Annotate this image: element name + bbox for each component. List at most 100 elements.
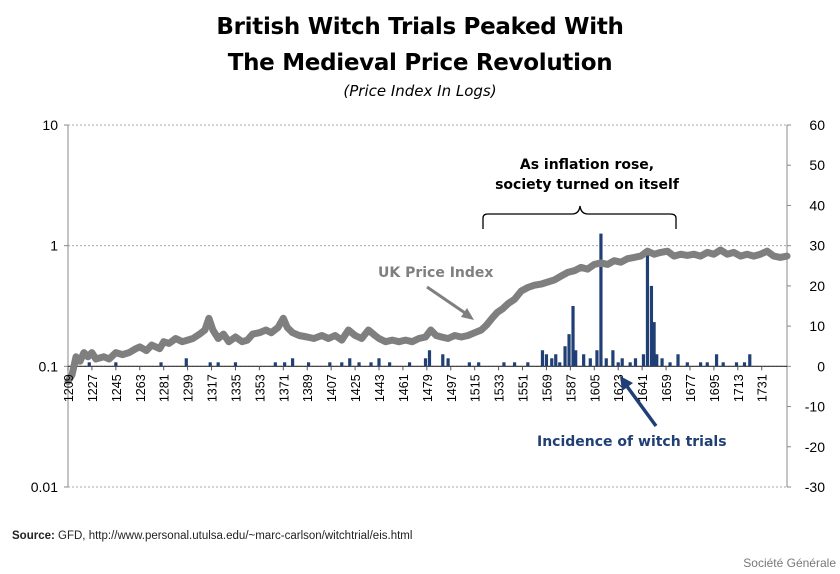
witch-trial-bar xyxy=(571,306,575,367)
witch-trial-bar xyxy=(604,358,608,367)
witch-trial-bar xyxy=(540,350,545,367)
witch-trial-bar xyxy=(599,233,603,367)
x-tick-label: 1317 xyxy=(206,374,220,402)
right-tick-label: 60 xyxy=(809,117,825,133)
witch-trial-bar xyxy=(574,350,578,367)
price-arrow-head xyxy=(461,308,474,320)
witch-trial-bar xyxy=(233,362,238,367)
x-tick-label: 1443 xyxy=(373,374,387,402)
right-tick-label: -10 xyxy=(805,399,825,415)
witch-trial-bar xyxy=(502,362,506,367)
era-bracket xyxy=(482,205,677,229)
witch-trial-bar xyxy=(208,362,212,367)
witch-trial-bar xyxy=(306,362,311,367)
price-index-label: UK Price Index xyxy=(378,265,493,281)
trials-label: Incidence of witch trials xyxy=(537,434,727,450)
right-tick-label: -20 xyxy=(805,439,825,455)
witch-trial-bar xyxy=(340,362,344,367)
witch-trial-bar xyxy=(620,358,624,367)
witch-trial-bar xyxy=(595,350,599,367)
witch-trial-bar xyxy=(357,362,361,367)
witch-trial-bar xyxy=(748,354,752,367)
x-tick-label: 1209 xyxy=(62,374,76,402)
x-tick-label: 1695 xyxy=(708,374,722,402)
left-tick-label: 0.1 xyxy=(39,358,59,374)
x-tick-label: 1605 xyxy=(588,374,602,402)
annotations: As inflation rose, society turned on its… xyxy=(378,157,727,450)
witch-trial-bar xyxy=(558,362,562,367)
witch-trial-bar xyxy=(477,362,481,367)
witch-trial-bar xyxy=(628,362,632,367)
axes xyxy=(64,124,791,488)
gridlines xyxy=(68,124,787,488)
witch-trial-bar xyxy=(369,362,373,367)
x-tick-label: 1713 xyxy=(732,374,746,402)
right-tick-label: 50 xyxy=(809,157,825,173)
x-tick-label: 1731 xyxy=(756,374,770,402)
witch-trial-bar xyxy=(645,249,650,367)
witch-trial-bar xyxy=(328,362,332,367)
witch-trial-bar xyxy=(407,362,412,367)
x-tick-label: 1587 xyxy=(564,374,578,402)
source-label: Source: xyxy=(12,530,55,542)
witch-trial-bar xyxy=(114,362,118,367)
x-tick-labels: 1209 1227 1245 1263 1281 1299 1317 1335 1353 1371… xyxy=(62,374,770,402)
x-tick-label: 1407 xyxy=(325,374,339,402)
x-tick-label: 1659 xyxy=(660,374,674,402)
witch-trial-bar xyxy=(649,285,654,367)
trials-arrow xyxy=(624,383,658,428)
witch-trial-bar xyxy=(377,358,381,367)
left-tick-label: 1 xyxy=(50,238,58,254)
price-index-path xyxy=(64,246,791,385)
witch-trial-bar xyxy=(184,358,188,367)
chart-title-line-1: British Witch Trials Peaked With xyxy=(216,14,624,40)
x-tick-label: 1299 xyxy=(182,374,196,402)
x-tick-label: 1245 xyxy=(110,374,124,402)
witch-trial-bar xyxy=(641,354,646,367)
price-index-line xyxy=(64,246,791,385)
witch-trial-bar xyxy=(714,354,719,367)
witch-trial-bar xyxy=(273,362,277,367)
source-text: GFD, http://www.personal.utulsa.edu/~mar… xyxy=(58,530,413,542)
price-arrow xyxy=(426,285,469,317)
witch-trial-bars xyxy=(74,233,752,367)
witch-trial-bar xyxy=(550,358,554,367)
x-tick-label: 1389 xyxy=(301,374,315,402)
witch-trial-bar xyxy=(441,354,445,367)
witch-trial-bar xyxy=(660,358,664,367)
x-tick-label: 1551 xyxy=(517,374,531,402)
x-tick-label: 1479 xyxy=(421,374,435,402)
witch-trial-bar xyxy=(348,358,352,367)
source-note: Source: GFD, http://www.personal.utulsa.… xyxy=(12,530,412,542)
witch-trial-bar xyxy=(526,362,530,367)
witch-trial-bar xyxy=(159,362,163,367)
bracket-text-2: society turned on itself xyxy=(495,177,680,193)
witch-trial-bar xyxy=(685,362,689,367)
witch-trial-bar xyxy=(676,354,680,367)
witch-trial-bar xyxy=(291,358,295,367)
witch-trial-bar xyxy=(216,362,220,367)
x-tick-label: 1371 xyxy=(277,374,291,402)
witch-trial-bar xyxy=(467,362,471,367)
left-tick-label: 10 xyxy=(42,117,58,133)
right-tick-label: 0 xyxy=(817,358,825,374)
witch-trial-bar xyxy=(655,354,659,367)
chart-subtitle: (Price Index In Logs) xyxy=(343,82,497,100)
witch-trial-bar xyxy=(582,354,586,367)
right-axis-labels: 60 50 40 30 20 10 0 -10 -20 -30 xyxy=(805,117,825,495)
witch-trial-bar xyxy=(616,362,620,367)
x-tick-label: 1263 xyxy=(134,374,148,402)
witch-trial-bar xyxy=(705,362,709,367)
x-tick-label: 1569 xyxy=(540,374,554,402)
witch-trial-bar xyxy=(699,362,703,367)
chart-title-line-2: The Medieval Price Revolution xyxy=(227,50,613,76)
witch-trial-bar xyxy=(544,354,549,367)
x-tick-label: 1227 xyxy=(86,374,100,402)
right-tick-label: 10 xyxy=(809,318,825,334)
witch-trial-bar xyxy=(427,350,432,367)
x-tick-label: 1461 xyxy=(397,374,411,402)
witch-trial-bar xyxy=(423,358,428,367)
witch-trial-bar xyxy=(633,358,638,367)
witch-trial-bar xyxy=(283,362,287,367)
